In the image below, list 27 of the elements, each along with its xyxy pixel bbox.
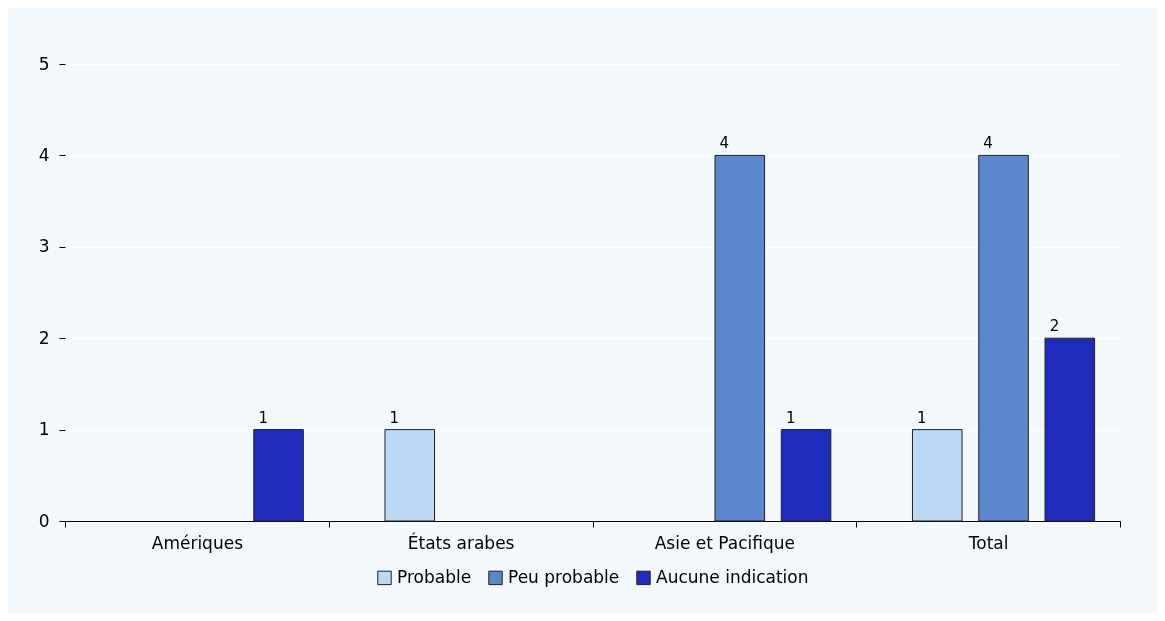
bar [978, 154, 1029, 522]
bar [1044, 337, 1096, 522]
legend-label: Aucune indication [656, 566, 809, 587]
y-tick-label: 4 [38, 144, 50, 165]
data-label: 4 [719, 134, 730, 153]
data-label: 1 [258, 408, 268, 427]
y-tick-label: 5 [38, 53, 50, 74]
y-tick-label: 1 [38, 419, 50, 440]
bar [780, 429, 832, 522]
data-label: 1 [785, 408, 796, 427]
x-tick-label: Total [967, 532, 1009, 553]
legend-label: Probable [397, 566, 472, 587]
data-label: 2 [1049, 317, 1060, 336]
x-tick-label: États arabes [407, 531, 515, 553]
y-tick-label: 0 [38, 510, 50, 531]
y-tick-label: 2 [38, 327, 50, 348]
legend-label: Peu probable [508, 566, 620, 587]
x-tick-label: Asie et Pacifique [654, 532, 796, 553]
data-label: 1 [389, 408, 400, 427]
data-label: 4 [983, 134, 993, 153]
data-label: 1 [917, 408, 927, 427]
bar [714, 154, 766, 522]
bar [911, 429, 963, 522]
bar [253, 429, 304, 522]
x-tick-label: Amériques [151, 532, 244, 553]
y-tick-label: 3 [38, 236, 50, 257]
bar [384, 429, 436, 522]
